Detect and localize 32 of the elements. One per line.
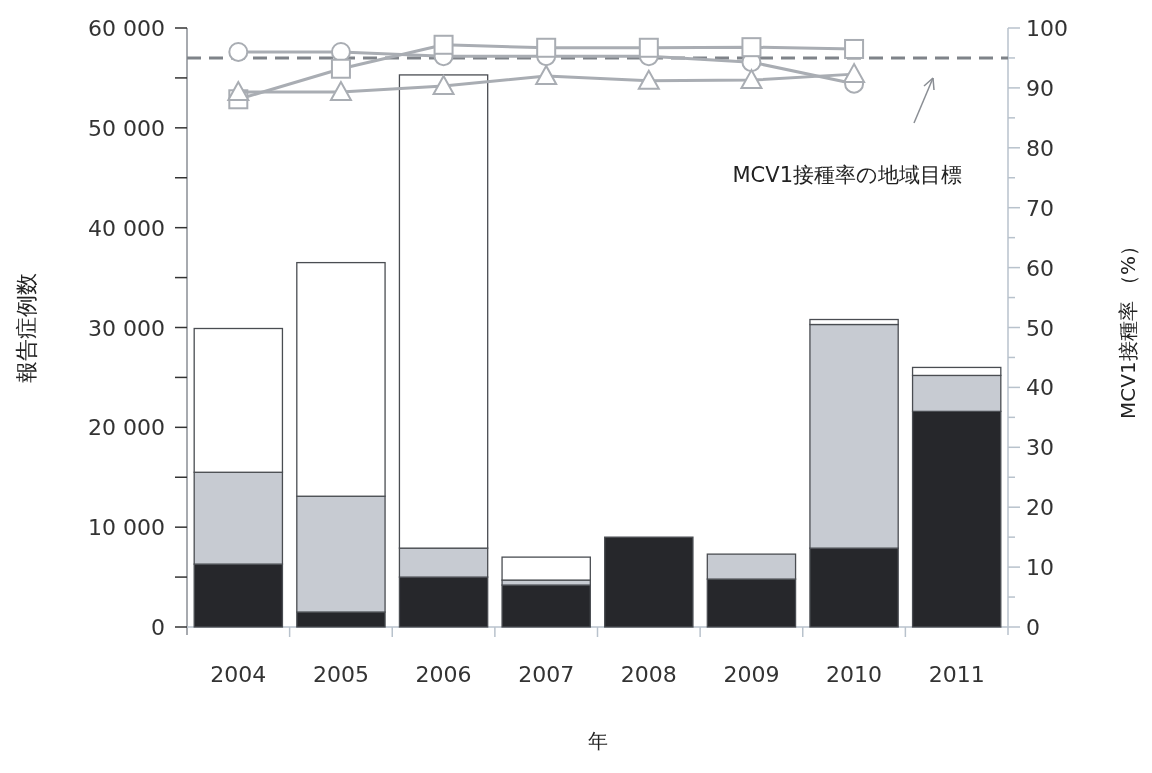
x-axis-title: 年 xyxy=(587,729,608,753)
x-tick-label: 2011 xyxy=(928,662,985,687)
y2-tick-label: 20 xyxy=(1026,495,1054,521)
x-tick-label: 2010 xyxy=(826,662,883,687)
x-tick-label: 2006 xyxy=(415,662,472,687)
annotation: MCV1接種率の地域目標 xyxy=(732,162,962,187)
y-tick-label: 60 000 xyxy=(88,16,165,41)
y2-tick-label: 30 xyxy=(1026,435,1054,461)
y2-tick-label: 0 xyxy=(1026,615,1040,640)
y2-axis-title: MCV1接種率 （%） xyxy=(1116,236,1140,419)
y2-tick-label: 50 xyxy=(1026,315,1054,341)
y-axis-title: 報告症例数 xyxy=(14,272,39,383)
x-tick-label: 2004 xyxy=(210,662,267,687)
x-tick-label: 2005 xyxy=(312,662,369,687)
y-tick-label: 40 000 xyxy=(88,215,165,241)
y-tick-label: 0 xyxy=(151,615,165,640)
bar xyxy=(604,536,694,628)
y2-tick-label: 70 xyxy=(1026,195,1054,221)
y2-tick-label: 100 xyxy=(1026,16,1068,41)
y-tick-label: 50 000 xyxy=(88,115,165,141)
x-tick-label: 2009 xyxy=(723,662,780,687)
bar xyxy=(501,584,591,628)
y-tick-label: 10 000 xyxy=(88,515,165,541)
x-tick-label: 2008 xyxy=(620,662,677,687)
x-tick-label: 2007 xyxy=(518,662,575,687)
y-tick-label: 20 000 xyxy=(88,415,165,441)
y2-tick-label: 40 xyxy=(1026,375,1054,401)
y2-tick-label: 10 xyxy=(1026,555,1054,581)
y2-tick-label: 60 xyxy=(1026,255,1054,281)
y-tick-label: 30 000 xyxy=(88,315,165,341)
y2-tick-label: 90 xyxy=(1026,75,1054,101)
y2-tick-label: 80 xyxy=(1026,135,1054,161)
